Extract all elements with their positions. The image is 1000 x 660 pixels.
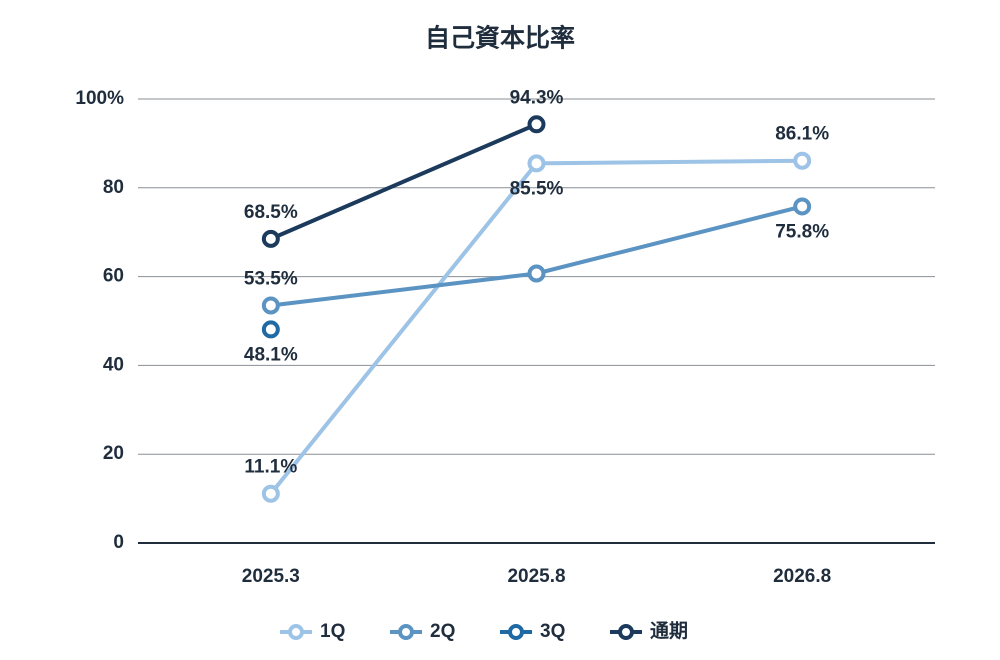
series-line bbox=[270, 122, 538, 241]
legend-marker bbox=[398, 624, 414, 640]
legend-marker bbox=[508, 624, 524, 640]
point-marker bbox=[261, 484, 280, 503]
point-marker bbox=[527, 115, 546, 134]
point-marker bbox=[527, 264, 546, 283]
point-marker bbox=[793, 197, 812, 216]
x-tick-label: 2026.8 bbox=[773, 566, 831, 587]
y-tick-label: 80 bbox=[103, 177, 124, 198]
value-label: 75.8% bbox=[775, 221, 829, 242]
y-tick-label: 60 bbox=[103, 266, 124, 287]
legend-label: 通期 bbox=[650, 620, 688, 642]
y-tick-label: 40 bbox=[103, 354, 124, 375]
point-marker bbox=[261, 229, 280, 248]
x-tick-label: 2025.8 bbox=[507, 566, 565, 587]
point-marker bbox=[527, 154, 546, 173]
legend-marker bbox=[288, 624, 304, 640]
value-label: 68.5% bbox=[244, 202, 298, 223]
point-marker bbox=[793, 151, 812, 170]
point-marker bbox=[261, 296, 280, 315]
legend-marker bbox=[618, 624, 634, 640]
chart-title: 自己資本比率 bbox=[425, 24, 575, 53]
value-label: 11.1% bbox=[244, 457, 297, 478]
legend: 1Q 2Q 3Q 通期 bbox=[280, 620, 688, 642]
value-label: 86.1% bbox=[775, 124, 829, 145]
x-tick-label: 2025.3 bbox=[242, 566, 300, 587]
y-tick-label: 0 bbox=[113, 532, 124, 553]
legend-label: 1Q bbox=[320, 621, 345, 642]
y-tick-label: 20 bbox=[103, 443, 124, 464]
value-label: 94.3% bbox=[510, 87, 564, 108]
point-marker bbox=[261, 320, 280, 339]
value-label: 85.5% bbox=[510, 178, 564, 199]
value-label: 53.5% bbox=[244, 268, 298, 289]
legend-label: 3Q bbox=[540, 621, 565, 642]
legend-label: 2Q bbox=[430, 621, 455, 642]
y-tick-label: 100% bbox=[75, 88, 124, 109]
value-label: 48.1% bbox=[244, 344, 298, 365]
